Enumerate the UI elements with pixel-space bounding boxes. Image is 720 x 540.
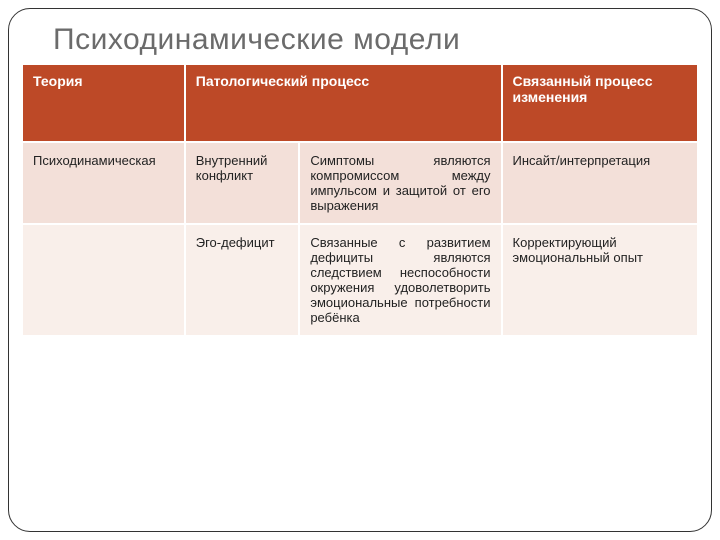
cell-process: Внутренний конфликт	[185, 142, 300, 224]
header-theory: Теория	[23, 65, 185, 142]
models-table: Теория Патологический процесс Связанный …	[23, 65, 697, 335]
header-pathology: Патологический процесс	[185, 65, 502, 142]
slide-title: Психодинамические модели	[53, 23, 460, 57]
slide-frame: Психодинамические модели Теория Патологи…	[8, 8, 712, 532]
cell-theory: Психодинамическая	[23, 142, 185, 224]
table-header-row: Теория Патологический процесс Связанный …	[23, 65, 697, 142]
cell-theory	[23, 224, 185, 335]
cell-symptoms: Симптомы являются компромиссом между имп…	[299, 142, 501, 224]
cell-change: Корректирующий эмоциональный опыт	[502, 224, 697, 335]
table-row: Эго-дефицит Связанные с развитием дефици…	[23, 224, 697, 335]
cell-symptoms: Связанные с развитием дефициты являются …	[299, 224, 501, 335]
table-row: Психодинамическая Внутренний конфликт Си…	[23, 142, 697, 224]
header-change: Связанный процесс изменения	[502, 65, 697, 142]
cell-change: Инсайт/интерпретация	[502, 142, 697, 224]
cell-process: Эго-дефицит	[185, 224, 300, 335]
